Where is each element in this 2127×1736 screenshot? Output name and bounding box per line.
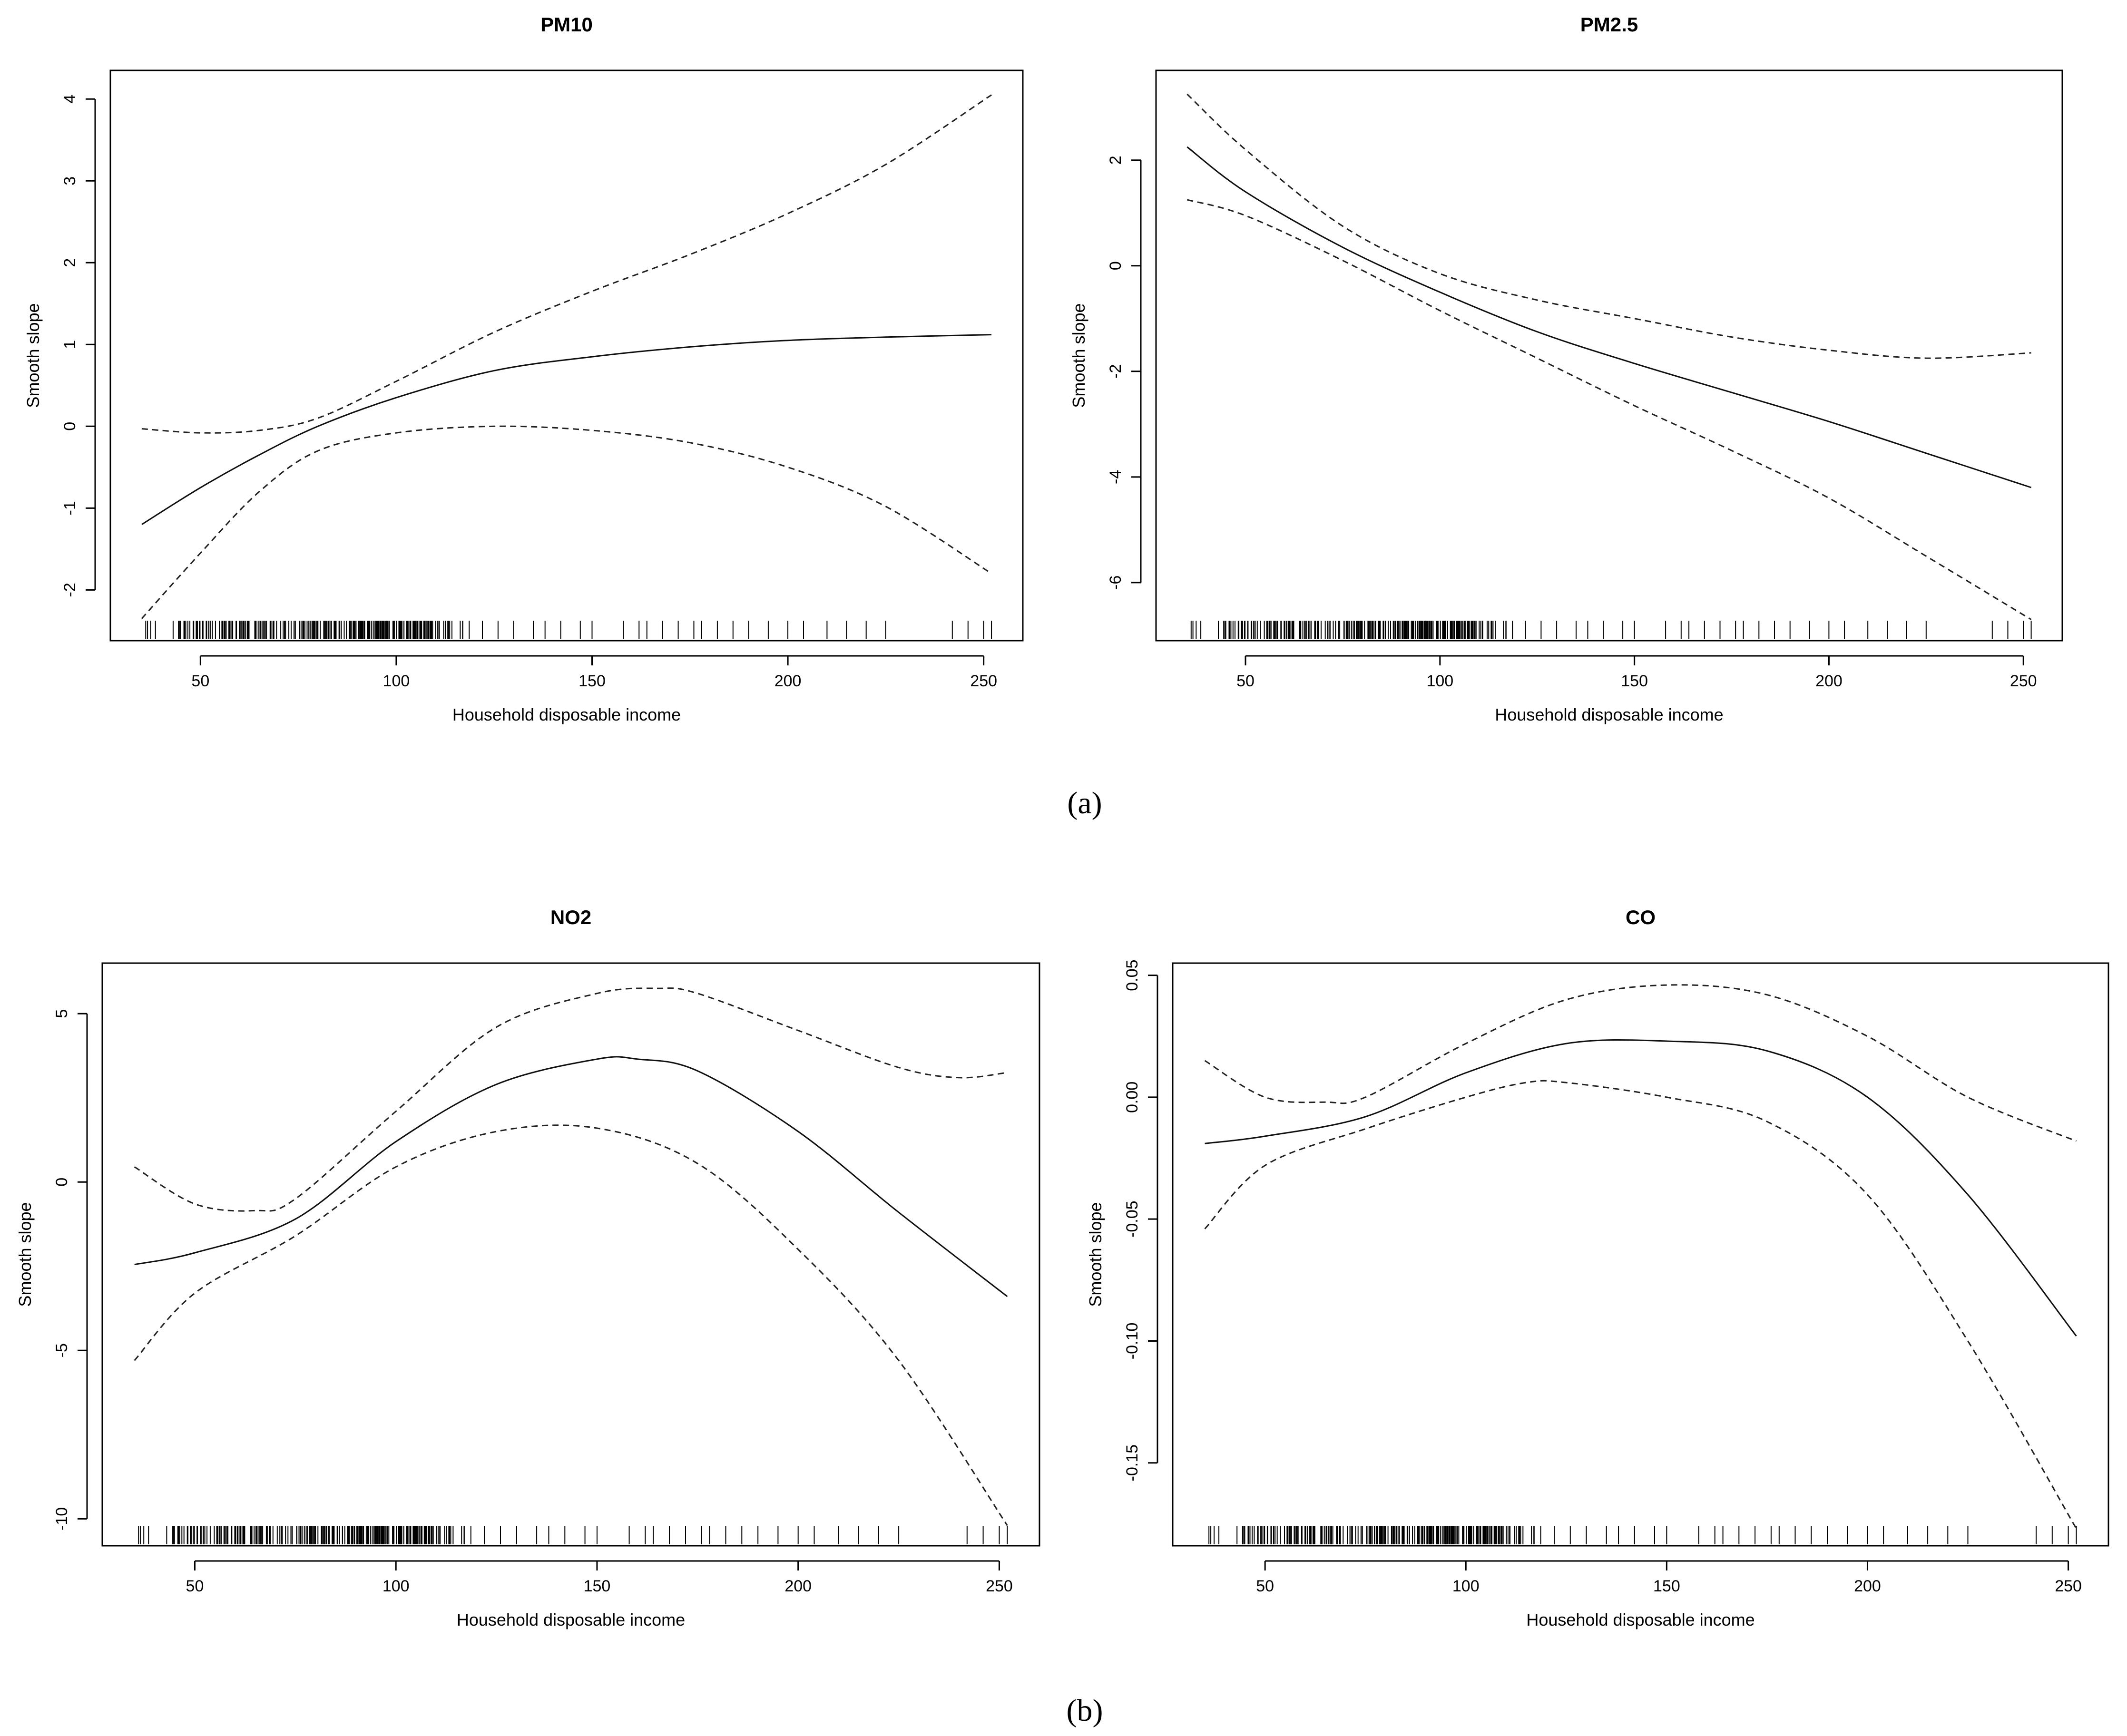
y-tick-label: -0.15 [1123, 1444, 1141, 1482]
y-tick-label: -0.05 [1123, 1200, 1141, 1238]
rug-marks [138, 1526, 1008, 1544]
x-tick-label: 200 [784, 1577, 812, 1595]
y-tick-label: 0 [61, 422, 79, 431]
panel-pm10: PM10 50 100 150 200 250 Household disposable i… [23, 13, 1024, 724]
series-upper-line [1186, 93, 2031, 359]
y-tick-label: -6 [1107, 575, 1125, 590]
plot-frame [101, 962, 1040, 1547]
series-upper-line [134, 987, 1008, 1212]
x-tick-label: 250 [2010, 672, 2037, 690]
x-tick-label: 250 [970, 672, 997, 690]
y-tick-label: -4 [1107, 470, 1125, 484]
x-tick-label: 200 [1854, 1577, 1881, 1595]
plot-frame [1155, 69, 2063, 642]
x-tick-label: 250 [986, 1577, 1013, 1595]
series-estimate-line [141, 334, 992, 525]
plot-frame [1172, 962, 2109, 1547]
x-tick-label: 50 [1256, 1577, 1274, 1595]
y-tick-label: -0.10 [1123, 1323, 1141, 1360]
x-axis-label: Household disposable income [452, 705, 681, 724]
series-estimate-line [1205, 1039, 2077, 1337]
series-lower-line [141, 425, 992, 619]
x-tick-label: 250 [2055, 1577, 2082, 1595]
chart-title: NO2 [550, 906, 591, 928]
x-tick-label: 100 [383, 672, 410, 690]
rug-marks [145, 621, 992, 639]
series-estimate-line [134, 1056, 1008, 1297]
rug-marks [1208, 1526, 2077, 1544]
chart-title: CO [1626, 906, 1656, 928]
series-upper-line [1204, 984, 2077, 1142]
y-tick-label: 5 [53, 1009, 71, 1018]
x-tick-label: 100 [1426, 672, 1453, 690]
caption-b: (b) [1067, 1693, 1103, 1728]
series-estimate-line [1186, 146, 2032, 488]
y-tick-label: 2 [1107, 156, 1125, 165]
series-lower-line [1187, 199, 2032, 620]
y-tick-label: 0 [53, 1178, 71, 1187]
rug-marks [1190, 621, 2032, 639]
series-lower-line [1204, 1080, 2077, 1529]
x-tick-label: 50 [191, 672, 209, 690]
y-tick-label: 3 [61, 176, 79, 185]
x-tick-label: 50 [1236, 672, 1255, 690]
plot-frame [109, 69, 1024, 642]
y-axis-label: Smooth slope [15, 1202, 35, 1307]
x-tick-label: 100 [1452, 1577, 1480, 1595]
y-tick-label: -5 [53, 1343, 71, 1357]
caption-a: (a) [1067, 786, 1102, 820]
x-tick-label: 150 [584, 1577, 611, 1595]
x-tick-label: 200 [1815, 672, 1843, 690]
y-axis-label: Smooth slope [23, 303, 43, 408]
x-axis-label: Household disposable income [1526, 1610, 1755, 1629]
x-tick-label: 200 [774, 672, 802, 690]
y-axis-label: Smooth slope [1086, 1202, 1105, 1307]
y-axis-label: Smooth slope [1069, 303, 1088, 408]
y-tick-label: 4 [61, 95, 79, 104]
panel-pm25: PM2.5 50 100 150 200 250 Household disposable … [1069, 13, 2063, 724]
y-tick-label: -1 [61, 501, 79, 515]
y-tick-label: 0 [1107, 261, 1125, 270]
x-axis-label: Household disposable income [1495, 705, 1723, 724]
y-tick-label: -2 [61, 583, 79, 597]
x-tick-label: 150 [578, 672, 606, 690]
x-tick-label: 100 [382, 1577, 410, 1595]
y-tick-label: -10 [53, 1507, 71, 1531]
x-axis-label: Household disposable income [457, 1610, 685, 1629]
panel-co: CO 50 100 150 200 250 Household disposable inc… [1086, 906, 2109, 1629]
y-tick-label: 2 [61, 258, 79, 267]
x-tick-label: 150 [1621, 672, 1648, 690]
y-tick-label: -2 [1107, 364, 1125, 379]
x-tick-label: 50 [186, 1577, 204, 1595]
y-tick-label: 0.05 [1123, 960, 1141, 991]
series-upper-line [141, 94, 992, 434]
y-tick-label: 0.00 [1123, 1082, 1141, 1113]
x-tick-label: 150 [1653, 1577, 1680, 1595]
series-lower-line [134, 1124, 1008, 1526]
chart-title: PM10 [540, 13, 593, 36]
chart-title: PM2.5 [1580, 13, 1638, 36]
y-tick-label: 1 [61, 340, 79, 349]
